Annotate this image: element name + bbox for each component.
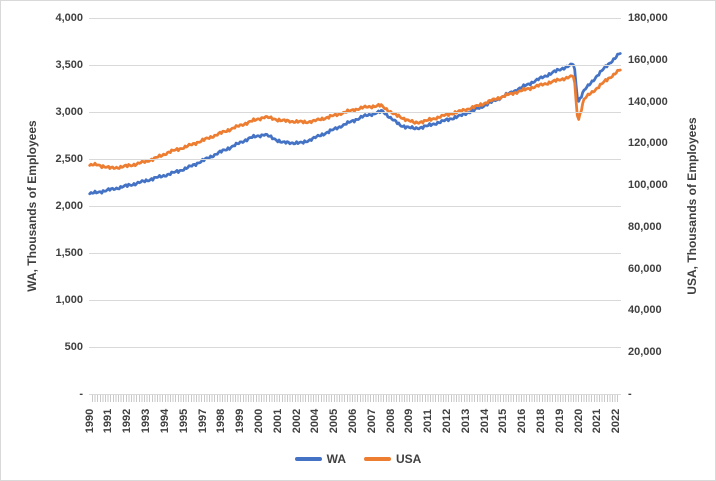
- left-axis-tick-label: 2,500: [55, 153, 83, 165]
- series-line-usa: [88, 68, 622, 170]
- x-axis-label: 1993: [140, 408, 152, 434]
- x-axis-label: 2005: [328, 408, 340, 434]
- right-axis-tick-label: 180,000: [628, 12, 668, 24]
- x-axis-label: 2016: [516, 408, 528, 434]
- gridline: [89, 65, 621, 66]
- line-series: [88, 52, 622, 196]
- gridline: [89, 347, 621, 348]
- gridline: [89, 206, 621, 207]
- x-axis-label: 1990: [84, 408, 96, 434]
- x-axis-label: 1998: [215, 408, 227, 434]
- x-axis-label: 2002: [291, 408, 303, 434]
- left-axis-tick-label: 3,000: [55, 106, 83, 118]
- x-axis-label: 2014: [479, 408, 491, 434]
- left-axis-tick-label: 500: [64, 341, 83, 353]
- x-axis-label: 1997: [197, 408, 209, 434]
- right-axis-tick-label: 160,000: [628, 53, 668, 66]
- x-axis-label: 2006: [347, 408, 359, 434]
- right-axis-tick-label: 60,000: [628, 262, 662, 275]
- left-axis-tick-label: 4,000: [55, 12, 83, 24]
- left-axis-tick-label: -: [79, 388, 83, 400]
- x-axis-label: 2021: [591, 408, 603, 434]
- x-axis-label: 2013: [460, 408, 472, 434]
- x-axis-label: 2009: [403, 408, 415, 434]
- x-axis-label: 1995: [178, 408, 190, 434]
- right-axis-tick-label: 40,000: [628, 304, 662, 317]
- x-axis-label: 2011: [422, 409, 434, 433]
- x-axis-label: 2022: [610, 408, 622, 434]
- x-axis-label: 1994: [159, 408, 171, 434]
- x-axis-label: 2008: [385, 408, 397, 434]
- x-axis-label: 2012: [441, 408, 453, 434]
- x-axis-label: 2004: [309, 408, 321, 434]
- x-axis-label: 2000: [253, 408, 265, 434]
- legend: WA USA: [1, 452, 715, 466]
- x-axis-label: 1992: [121, 408, 133, 434]
- x-axis-label: 1991: [102, 408, 114, 434]
- legend-label-usa: USA: [396, 452, 422, 466]
- gridline: [89, 394, 621, 395]
- x-axis-label: 2019: [554, 408, 566, 434]
- left-axis-tick-label: 1,500: [55, 247, 83, 259]
- gridline: [89, 159, 621, 160]
- left-axis-tick-label: 3,500: [55, 59, 83, 71]
- gridline: [89, 253, 621, 254]
- right-axis-tick-label: 120,000: [628, 137, 668, 150]
- x-axis-label: 1999: [234, 408, 246, 434]
- x-axis-label: 2015: [497, 408, 509, 434]
- gridline: [89, 112, 621, 113]
- x-axis-tick-marks: [92, 395, 619, 402]
- plot-area: [88, 18, 622, 395]
- x-axis-label: 2018: [535, 408, 547, 434]
- gridline: [89, 18, 621, 19]
- x-axis-label: 2007: [366, 408, 378, 434]
- usa-line-swatch: [364, 457, 391, 461]
- right-axis-tick-label: 140,000: [628, 95, 668, 108]
- right-axis-tick-label: 20,000: [628, 346, 662, 359]
- right-axis-tick-label: 100,000: [628, 179, 668, 192]
- series-line-wa: [88, 52, 622, 196]
- legend-label-wa: WA: [326, 452, 346, 466]
- left-axis-tick-label: 1,000: [55, 294, 83, 306]
- left-axis-tick-label: 2,000: [55, 200, 83, 212]
- x-axis-label: 2001: [272, 408, 284, 434]
- right-axis-tick-label: 80,000: [628, 220, 662, 233]
- right-axis-tick-label: -: [628, 388, 632, 400]
- legend-item-wa: WA: [294, 452, 346, 466]
- gridline: [89, 300, 621, 301]
- wa-line-swatch: [294, 457, 322, 461]
- legend-item-usa: USA: [364, 452, 421, 466]
- x-axis-label: 2020: [573, 408, 585, 434]
